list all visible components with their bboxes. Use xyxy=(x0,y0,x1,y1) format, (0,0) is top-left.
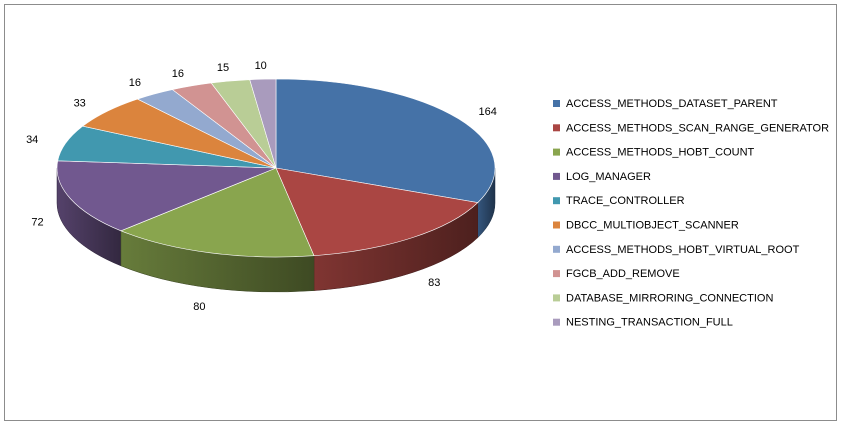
legend-swatch xyxy=(553,172,560,180)
legend-item-access-methods-hobt-count: ACCESS_METHODS_HOBT_COUNT xyxy=(553,147,755,159)
legend-swatch xyxy=(553,294,560,302)
pie-slice-access-methods-hobt-count[interactable] xyxy=(120,167,315,258)
legend-swatch xyxy=(553,245,560,253)
legend-swatch xyxy=(553,148,560,156)
legend-label: ACCESS_METHODS_DATASET_PARENT xyxy=(566,98,778,110)
legend-item-access-methods-scan-range-generator: ACCESS_METHODS_SCAN_RANGE_GENERATOR xyxy=(553,122,829,134)
data-label-trace-controller: 34 xyxy=(26,134,38,146)
pie-slice-access-methods-dataset-parent[interactable] xyxy=(275,78,496,203)
pie-slice-access-methods-scan-range-generator[interactable] xyxy=(275,167,479,256)
data-label-access-methods-hobt-virtual-root: 16 xyxy=(129,77,141,89)
legend-label: TRACE_CONTROLLER xyxy=(566,195,685,207)
legend-label: DBCC_MULTIOBJECT_SCANNER xyxy=(566,220,739,232)
legend-swatch xyxy=(553,270,560,278)
data-labels: 164 83 80 72 34 33 16 16 15 10 xyxy=(26,60,497,313)
legend-swatch xyxy=(553,100,560,107)
legend-swatch xyxy=(553,221,560,229)
legend-label: ACCESS_METHODS_HOBT_VIRTUAL_ROOT xyxy=(566,244,800,256)
legend-label: ACCESS_METHODS_SCAN_RANGE_GENERATOR xyxy=(566,122,829,134)
legend-label: ACCESS_METHODS_HOBT_COUNT xyxy=(566,147,755,159)
data-label-database-mirroring-connection: 15 xyxy=(217,62,229,74)
legend-item-log-manager: LOG_MANAGER xyxy=(553,171,651,183)
legend-item-access-methods-dataset-parent: ACCESS_METHODS_DATASET_PARENT xyxy=(553,98,778,110)
legend-item-trace-controller: TRACE_CONTROLLER xyxy=(553,195,685,207)
data-label-fgcb-add-remove: 16 xyxy=(172,68,184,80)
data-label-log-manager: 72 xyxy=(31,217,43,229)
pie-slice-nesting-transaction-full[interactable] xyxy=(249,78,277,169)
legend-label: LOG_MANAGER xyxy=(566,171,651,183)
legend-item-database-mirroring-connection: DATABASE_MIRRORING_CONNECTION xyxy=(553,292,773,304)
data-label-nesting-transaction-full: 10 xyxy=(255,60,267,72)
pie-slices xyxy=(56,78,496,258)
legend-swatch xyxy=(553,124,560,132)
data-label-access-methods-scan-range-generator: 83 xyxy=(428,277,440,289)
data-label-access-methods-hobt-count: 80 xyxy=(193,301,205,313)
legend: ACCESS_METHODS_DATASET_PARENT ACCESS_METH… xyxy=(553,98,829,329)
legend-item-dbcc-multiobject-scanner: DBCC_MULTIOBJECT_SCANNER xyxy=(553,220,739,232)
legend-swatch xyxy=(553,318,560,326)
legend-item-fgcb-add-remove: FGCB_ADD_REMOVE xyxy=(553,268,680,280)
legend-label: DATABASE_MIRRORING_CONNECTION xyxy=(566,292,773,304)
legend-item-access-methods-hobt-virtual-root: ACCESS_METHODS_HOBT_VIRTUAL_ROOT xyxy=(553,244,800,256)
legend-label: FGCB_ADD_REMOVE xyxy=(566,268,680,280)
legend-item-nesting-transaction-full: NESTING_TRANSACTION_FULL xyxy=(553,317,733,329)
data-label-dbcc-multiobject-scanner: 33 xyxy=(74,98,86,110)
data-label-access-methods-dataset-parent: 164 xyxy=(479,106,497,118)
legend-label: NESTING_TRANSACTION_FULL xyxy=(566,317,733,329)
pie-slice-log-manager[interactable] xyxy=(56,160,277,232)
legend-swatch xyxy=(553,197,560,205)
